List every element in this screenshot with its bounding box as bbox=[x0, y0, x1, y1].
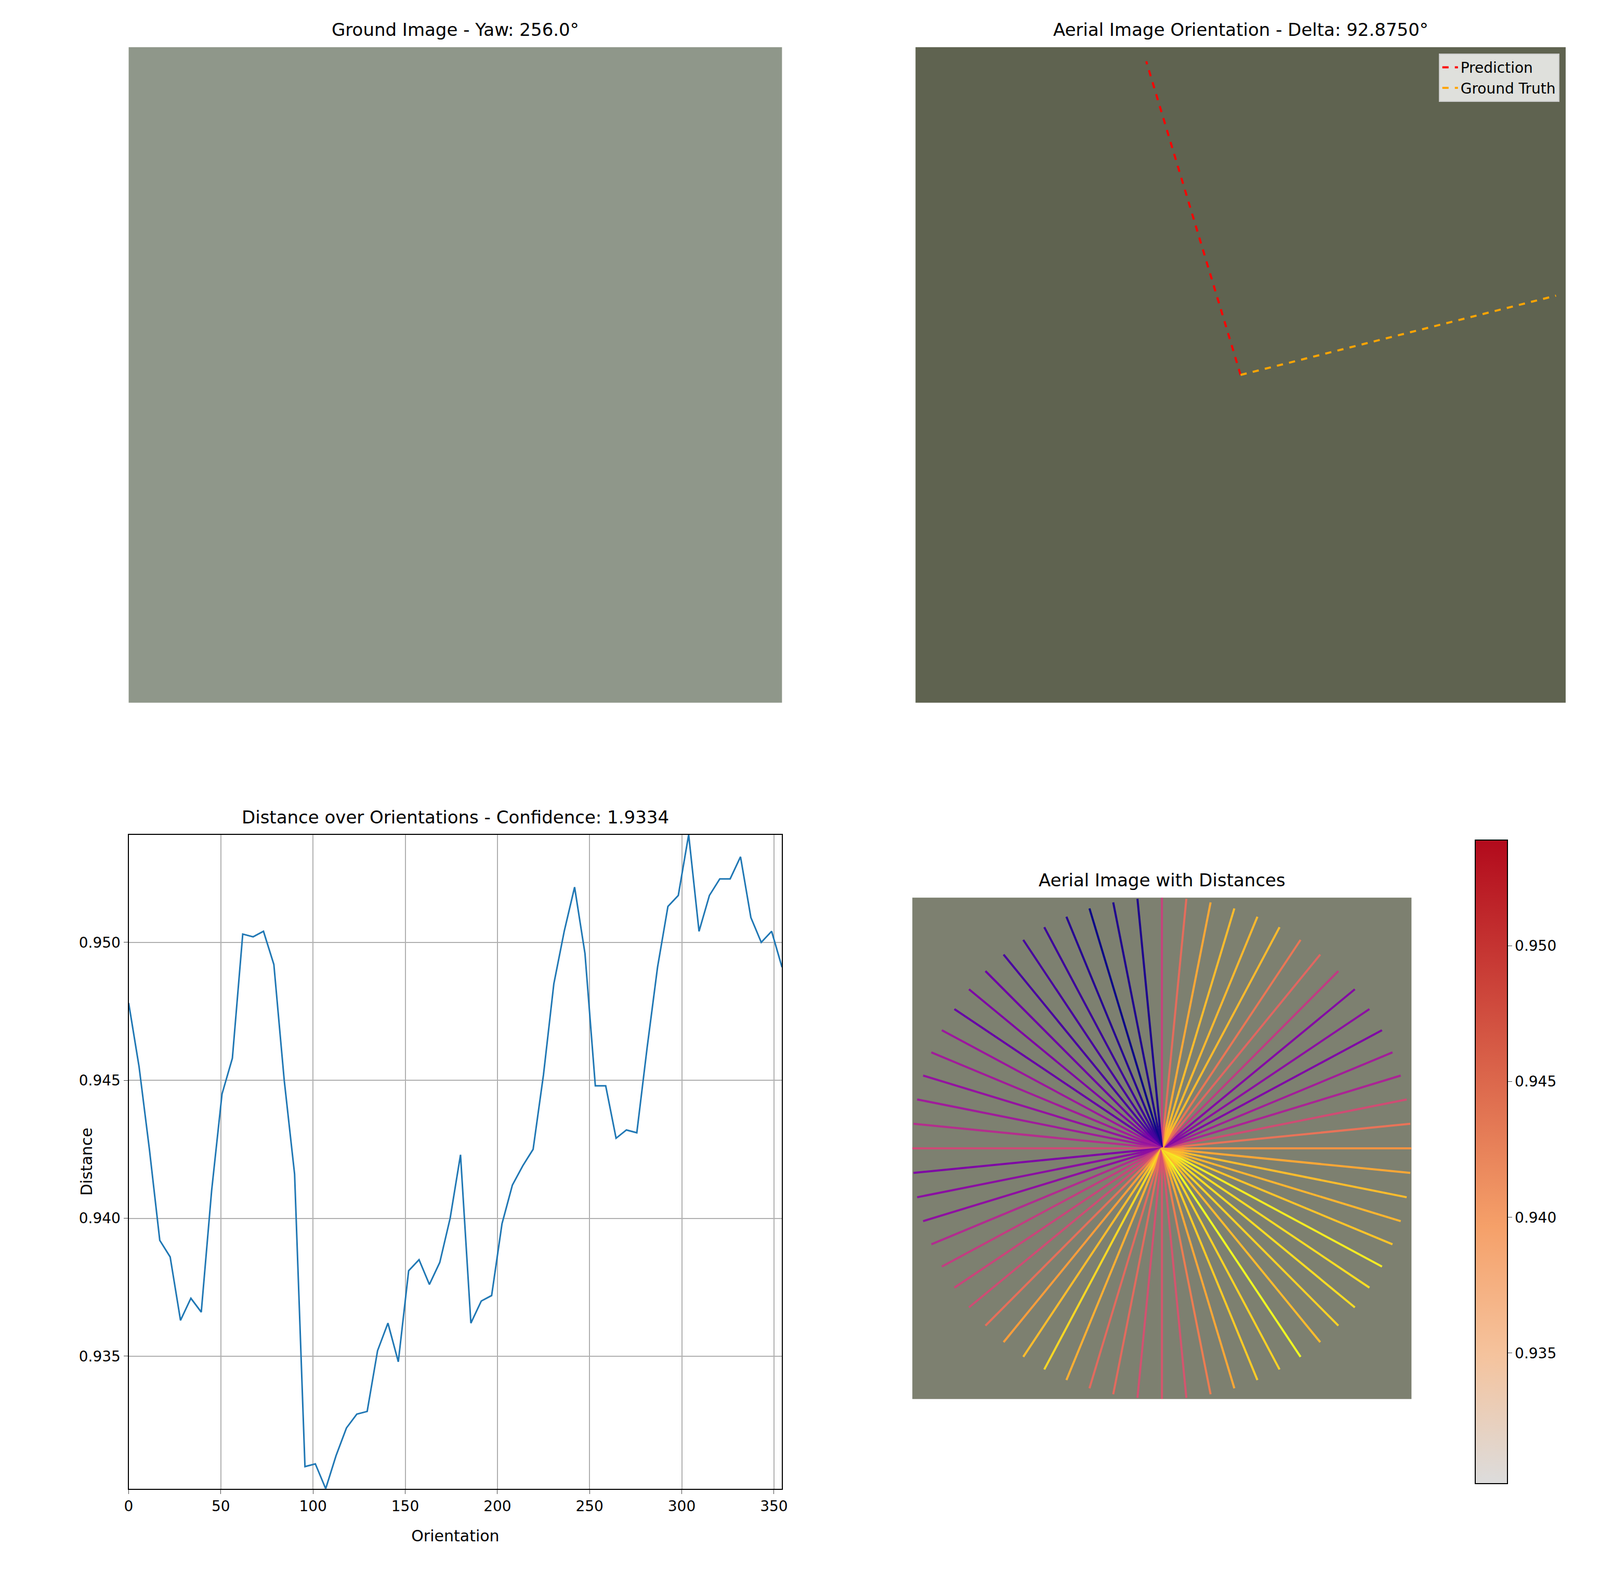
svg-text:200: 200 bbox=[483, 1497, 511, 1515]
svg-text:350: 350 bbox=[759, 1497, 788, 1515]
svg-text:Ground Image - Yaw: 256.0°: Ground Image - Yaw: 256.0° bbox=[331, 19, 580, 41]
svg-text:Ground Truth: Ground Truth bbox=[1460, 80, 1556, 98]
svg-text:0: 0 bbox=[124, 1497, 134, 1515]
svg-text:100: 100 bbox=[298, 1497, 327, 1515]
svg-text:50: 50 bbox=[211, 1497, 231, 1515]
svg-text:Aerial Image with Distances: Aerial Image with Distances bbox=[1038, 869, 1286, 891]
svg-text:Orientation: Orientation bbox=[411, 1526, 500, 1545]
svg-text:300: 300 bbox=[667, 1497, 696, 1515]
svg-text:0.940: 0.940 bbox=[79, 1209, 121, 1227]
svg-text:150: 150 bbox=[391, 1497, 419, 1515]
svg-text:0.950: 0.950 bbox=[1514, 937, 1557, 955]
svg-text:0.935: 0.935 bbox=[79, 1347, 121, 1366]
svg-text:0.940: 0.940 bbox=[1514, 1209, 1557, 1227]
svg-text:Distance over Orientations - C: Distance over Orientations - Confidence:… bbox=[241, 806, 670, 828]
svg-text:0.935: 0.935 bbox=[1514, 1344, 1557, 1362]
svg-text:0.950: 0.950 bbox=[79, 934, 121, 952]
svg-text:0.945: 0.945 bbox=[1514, 1072, 1557, 1091]
svg-text:Prediction: Prediction bbox=[1460, 59, 1533, 77]
svg-text:0.945: 0.945 bbox=[79, 1071, 121, 1090]
svg-text:250: 250 bbox=[575, 1497, 603, 1515]
svg-text:Aerial Image Orientation - Del: Aerial Image Orientation - Delta: 92.875… bbox=[1053, 19, 1429, 41]
svg-text:Distance: Distance bbox=[77, 1127, 96, 1196]
